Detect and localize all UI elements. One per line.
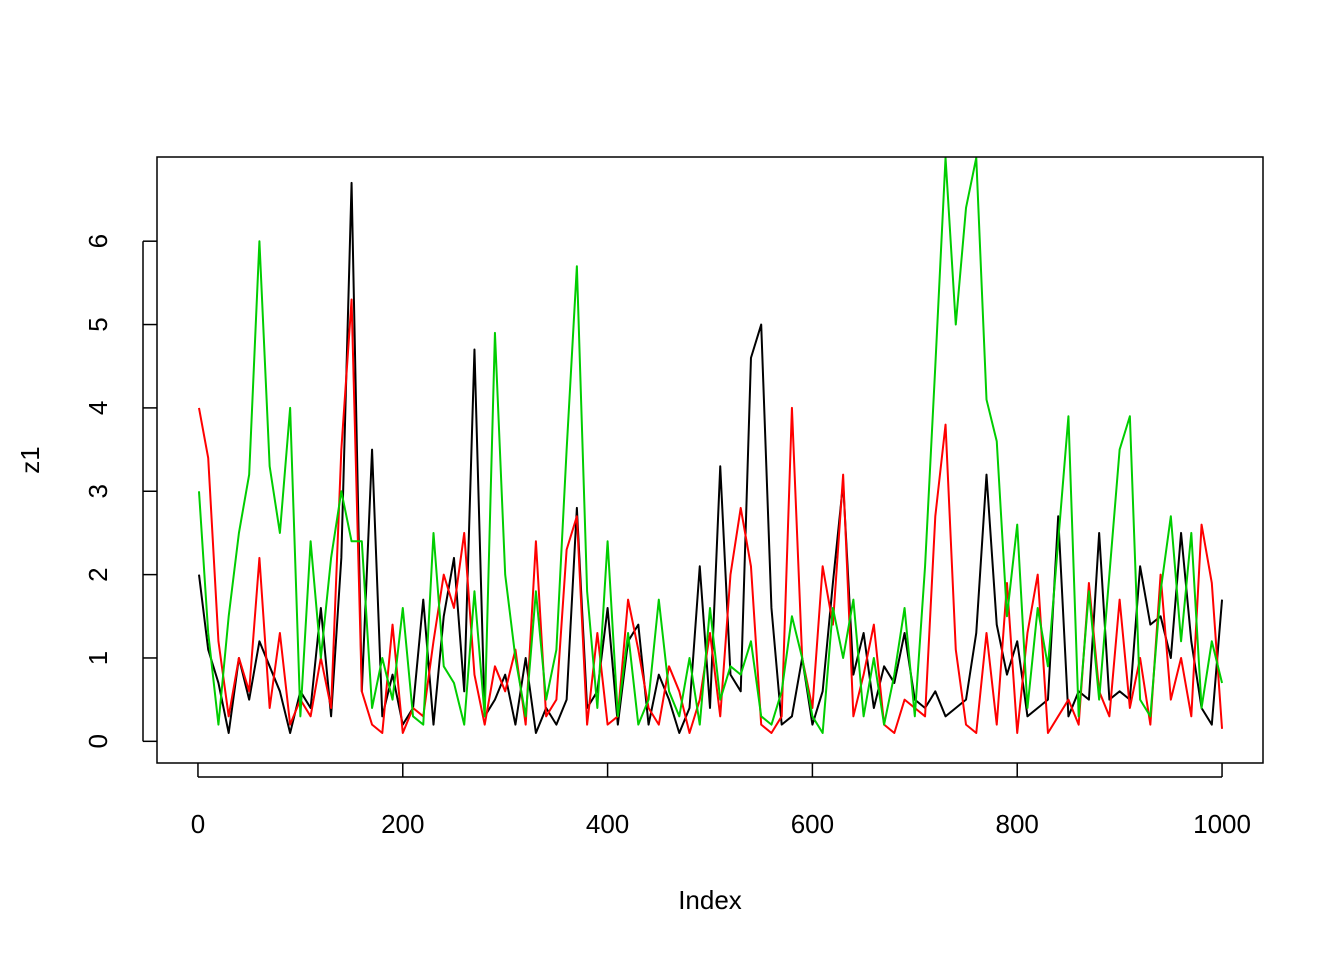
y-axis-label: z1 [15,446,45,473]
x-tick-label: 800 [996,809,1039,839]
series-line [198,298,1224,734]
series-line [197,181,1224,734]
x-tick-label: 200 [381,809,424,839]
plot-frame [156,156,1264,764]
x-tick-label: 400 [586,809,629,839]
y-tick-label: 0 [83,734,113,748]
x-tick-label: 1000 [1193,809,1251,839]
x-axis-label: Index [678,885,742,915]
y-tick-label: 1 [83,651,113,665]
y-tick-label: 2 [83,567,113,581]
y-tick-label: 6 [83,234,113,248]
y-tick-label: 3 [83,484,113,498]
x-tick-label: 0 [191,809,205,839]
y-tick-label: 5 [83,317,113,331]
series-line [197,156,1224,734]
y-tick-label: 4 [83,401,113,415]
x-tick-label: 600 [791,809,834,839]
